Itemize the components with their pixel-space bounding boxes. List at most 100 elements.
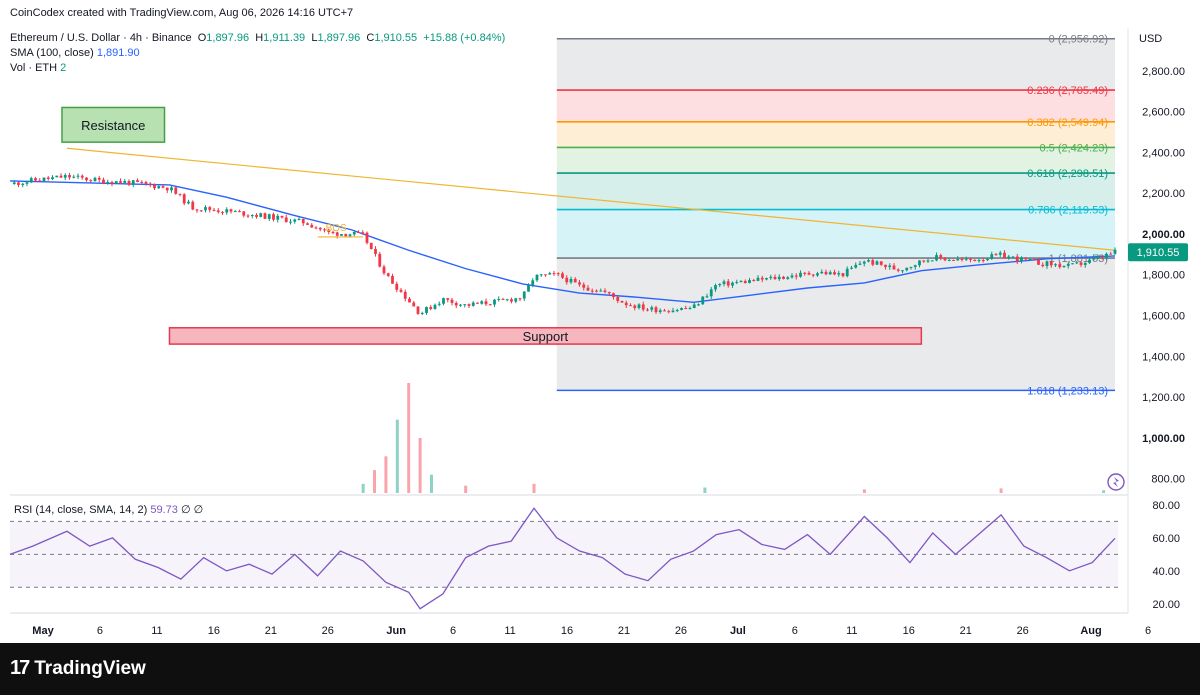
candle-body — [454, 302, 458, 306]
candle-body — [527, 284, 530, 292]
candle-body — [399, 289, 403, 292]
candle-body — [182, 194, 186, 204]
time-tick-label: 11 — [846, 625, 857, 637]
candle-body — [918, 260, 921, 266]
time-tick-label: 21 — [960, 625, 972, 637]
candle-body — [565, 277, 569, 283]
candle-body — [947, 259, 951, 261]
fib-band — [556, 121, 1115, 148]
fib-level-label: 0.236 (2,705.49) — [1027, 85, 1108, 97]
candle-body — [1066, 263, 1070, 266]
candle-body — [1003, 252, 1006, 259]
candle-body — [178, 193, 182, 195]
volume-bar — [373, 470, 377, 493]
fib-band — [556, 38, 1115, 91]
candle-body — [1045, 261, 1049, 267]
candle-body — [803, 272, 807, 274]
candle-body — [331, 231, 335, 233]
volume-bar — [395, 419, 399, 493]
candle-body — [875, 261, 879, 265]
candle-body — [820, 271, 824, 274]
candle-body — [752, 279, 756, 281]
candle-body — [977, 260, 981, 262]
candle-body — [361, 232, 365, 234]
time-tick-label: Jul — [730, 625, 746, 637]
time-tick-label: 6 — [792, 625, 798, 637]
candle-body — [12, 182, 16, 184]
candle-body — [497, 298, 501, 300]
candle-body — [259, 213, 263, 217]
candle-body — [697, 304, 700, 306]
candle-body — [55, 175, 59, 178]
candle-body — [365, 232, 369, 243]
candle-body — [420, 312, 424, 314]
candle-body — [106, 182, 110, 184]
candle-body — [718, 283, 722, 286]
candle-body — [437, 303, 441, 305]
candle-body — [739, 281, 743, 283]
candle-body — [327, 229, 331, 232]
currency-label[interactable]: USD — [1139, 33, 1162, 45]
rsi-pane[interactable] — [9, 507, 1118, 610]
time-axis[interactable]: May 6 11 16 21 26 Jun 6 11 16 21 26 Jul 6 11 16 21 26 Aug 6 — [32, 625, 1151, 637]
candle-body — [161, 186, 165, 188]
volume-bar — [464, 485, 468, 493]
candle-body — [922, 260, 926, 262]
candle-body — [318, 227, 322, 230]
candle-body — [578, 282, 581, 285]
candle-body — [531, 280, 535, 285]
support-zone[interactable] — [168, 327, 923, 345]
candle-body — [782, 276, 785, 279]
symbol-name[interactable]: Ethereum / U.S. Dollar · 4h · Binance — [10, 32, 192, 44]
candle-body — [301, 218, 305, 224]
candle-body — [170, 187, 173, 191]
candle-body — [960, 259, 964, 261]
candle-body — [709, 289, 713, 297]
candle-body — [310, 224, 314, 228]
candle-body — [250, 215, 254, 217]
fib-band — [556, 90, 1115, 122]
sma-legend[interactable]: SMA (100, close) 1,891.90 — [10, 47, 140, 59]
candle-body — [131, 180, 135, 185]
fib-level-label: 0.5 (2,424.23) — [1040, 142, 1109, 154]
price-tick-label: 2,400.00 — [1142, 147, 1185, 159]
candle-body — [748, 279, 751, 284]
time-tick-label: 11 — [151, 625, 162, 637]
candle-body — [80, 175, 84, 178]
fib-level-label: 1.618 (1,233.13) — [1027, 385, 1108, 397]
candle-body — [794, 275, 798, 277]
price-chart[interactable]: 0 (2,956.92) 0.236 (2,705.49) 0.382 (2,549… — [0, 0, 1200, 643]
rsi-legend[interactable]: RSI (14, close, SMA, 14, 2) 59.73 ∅ ∅ — [14, 504, 204, 516]
fibonacci-retracement[interactable]: 0 (2,956.92) 0.236 (2,705.49) 0.382 (2,549… — [556, 34, 1115, 398]
resistance-zone[interactable] — [61, 106, 166, 143]
candle-body — [1109, 253, 1113, 255]
fib-level-label: 0.786 (2,119.53) — [1028, 205, 1108, 217]
candle-body — [981, 260, 985, 262]
candle-body — [76, 175, 80, 177]
price-candles — [12, 172, 1117, 316]
candle-body — [412, 302, 416, 307]
volume-bar — [429, 474, 433, 493]
time-tick-label: 26 — [675, 625, 687, 637]
candle-body — [505, 299, 509, 301]
rsi-axis[interactable]: 80.00 60.00 40.00 20.00 — [1152, 500, 1180, 611]
replay-icon[interactable] — [1107, 473, 1125, 491]
candle-body — [25, 182, 29, 184]
candle-body — [901, 270, 904, 272]
candle-body — [1062, 265, 1066, 268]
trendline[interactable] — [66, 147, 1116, 251]
candle-body — [416, 306, 420, 314]
candle-body — [612, 293, 615, 297]
volume-legend[interactable]: Vol · ETH 2 — [10, 62, 67, 74]
candle-body — [790, 275, 794, 278]
candle-body — [765, 278, 768, 280]
tradingview-logo[interactable]: 17 TradingView — [10, 657, 146, 680]
ohlc-open: O1,897.96 — [197, 32, 250, 44]
candle-body — [629, 305, 632, 307]
candle-body — [799, 272, 802, 277]
price-axis[interactable]: 2,800.00 2,600.00 2,400.00 2,200.00 2,000.00… — [1142, 66, 1185, 486]
candle-body — [994, 254, 998, 256]
candle-body — [59, 175, 63, 178]
candle-body — [450, 299, 454, 303]
candle-body — [276, 215, 280, 220]
